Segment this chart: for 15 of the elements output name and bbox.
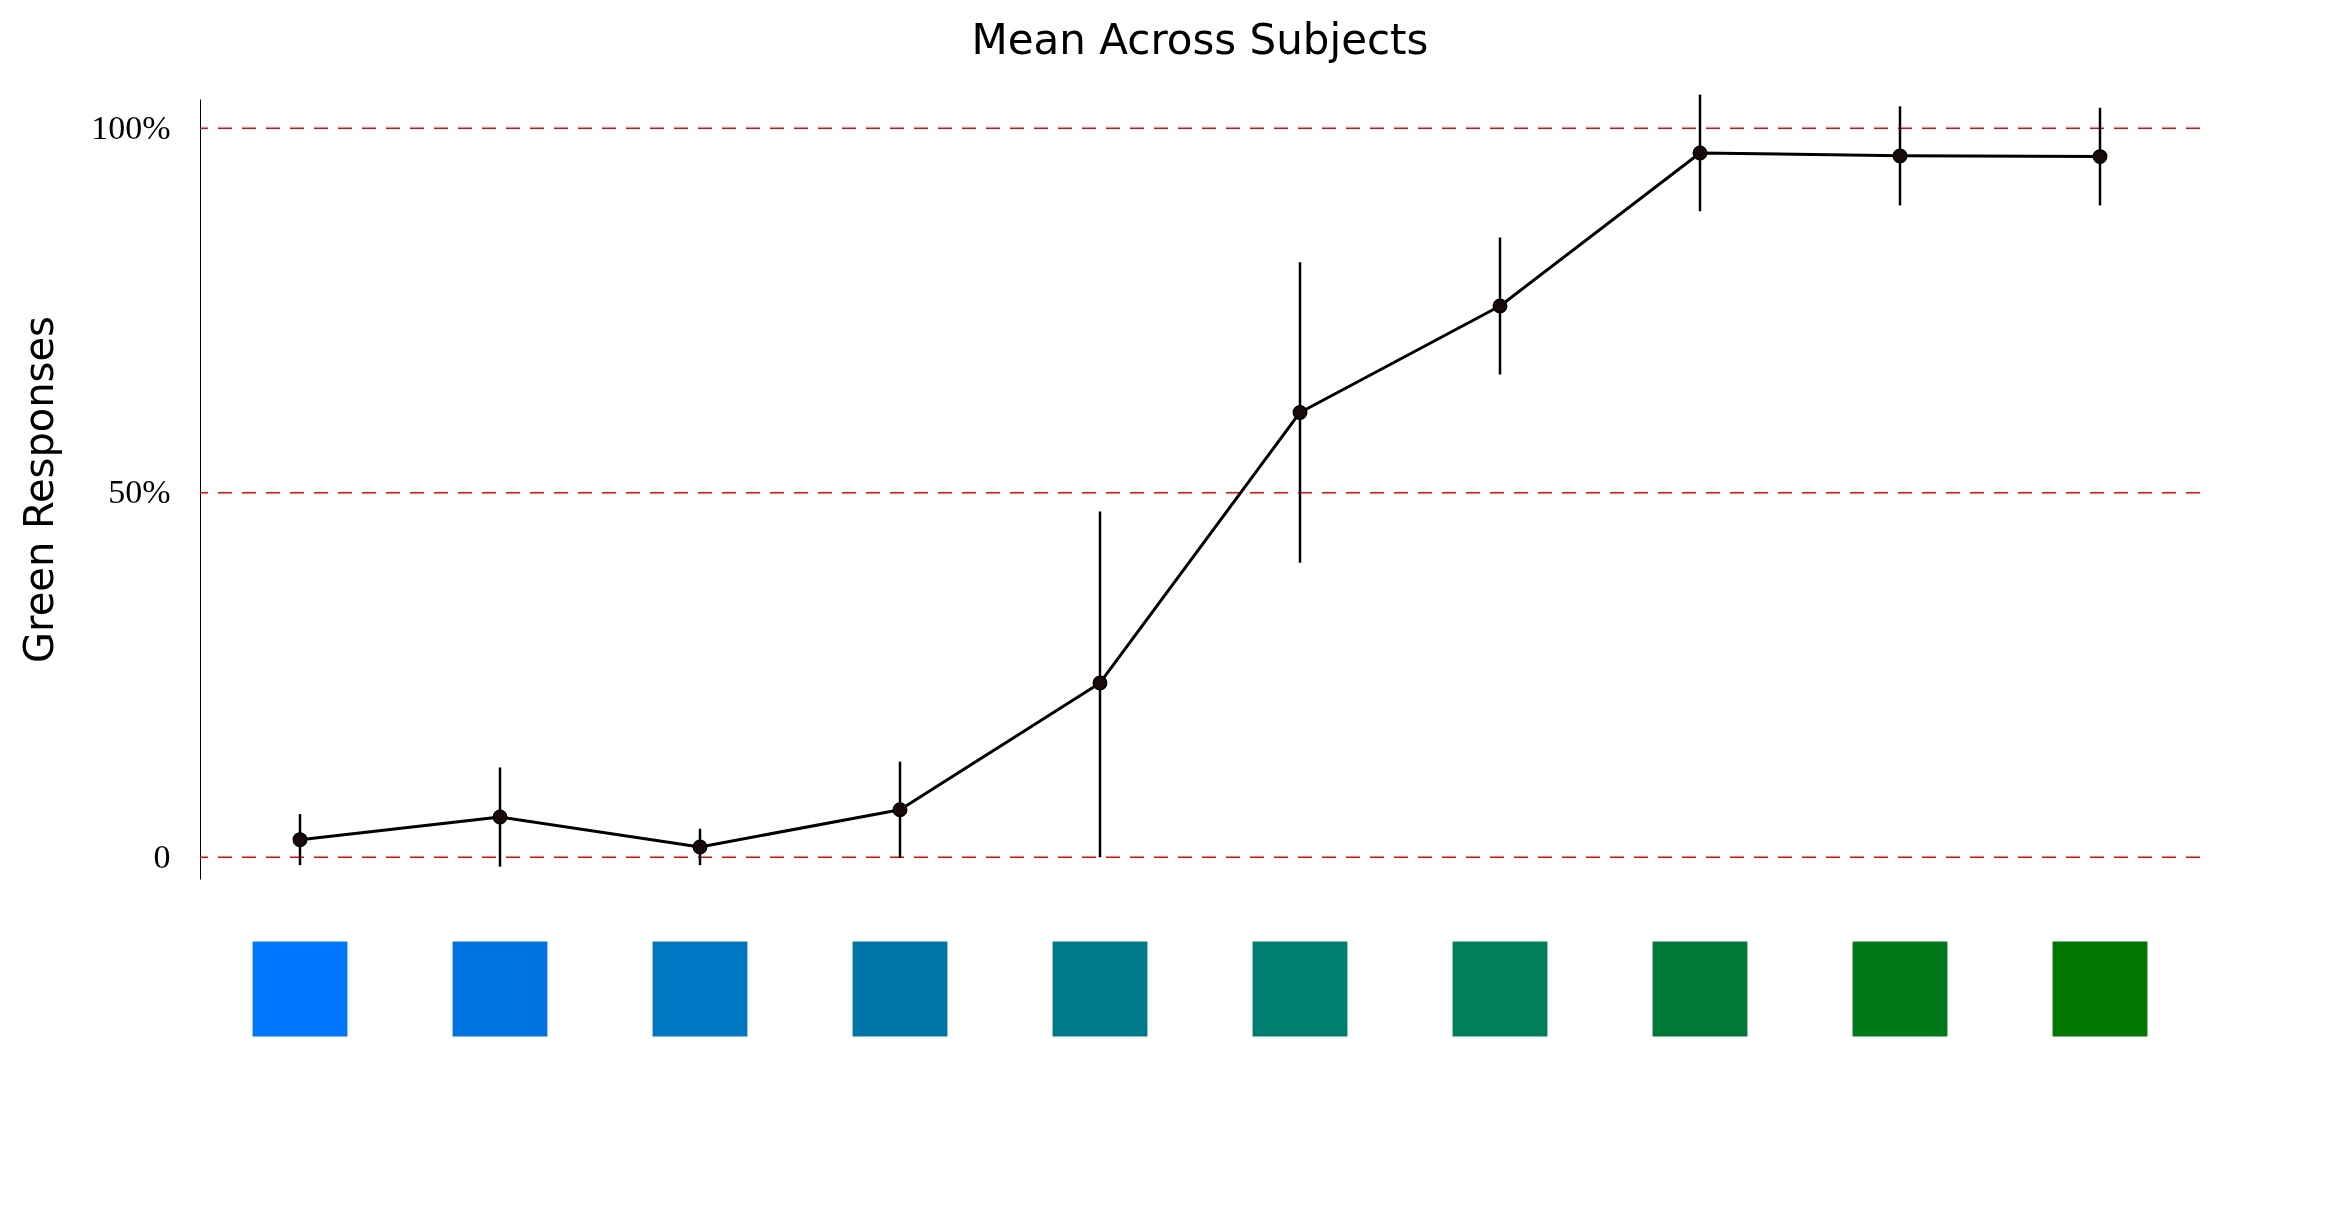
point [2092, 149, 2108, 165]
point [1092, 675, 1108, 691]
y-tick-label: 0 [153, 837, 171, 875]
point [1692, 145, 1708, 161]
chart-title: Mean Across Subjects [971, 15, 1429, 65]
point [892, 802, 908, 818]
y-tick-label: 100% [91, 108, 171, 146]
y-axis-title: Green Responses [16, 316, 63, 663]
point [492, 809, 508, 825]
point [1292, 405, 1308, 420]
point [1492, 298, 1508, 314]
point [292, 832, 308, 848]
y-tick-label: 50% [108, 473, 171, 511]
point [692, 839, 708, 855]
point [1892, 148, 1908, 164]
